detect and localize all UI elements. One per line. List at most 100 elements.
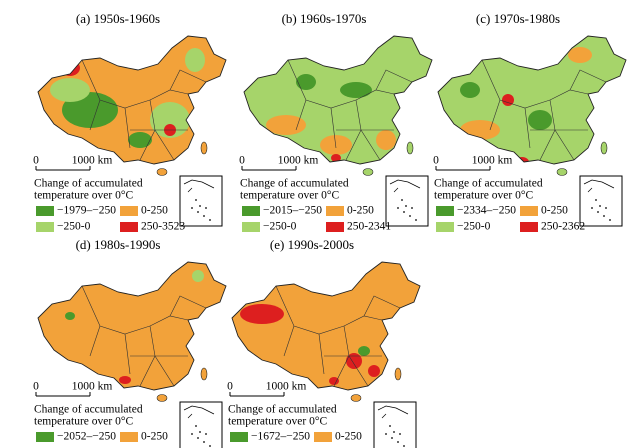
legend-label: −1979–−250 [57,205,116,217]
zone [346,353,362,369]
hainan [156,168,168,176]
inset-box [179,175,223,227]
inset-box [385,175,429,227]
inset-island [591,207,593,209]
inset-island [205,207,207,209]
map [37,35,227,176]
taiwan [600,141,608,155]
province-border [287,59,357,109]
panel-title: (a) 1950s-1960s [76,11,160,26]
inset-island [191,207,193,209]
zone [65,312,75,320]
legend-title: Change of accumulated [34,178,143,190]
legend-label: −250-0 [57,447,91,448]
hainan [556,168,568,176]
zone [568,47,592,63]
legend-swatch [36,432,54,442]
inset-coast [183,179,215,193]
country-border [437,35,627,165]
legend-label: −250-0 [457,221,491,233]
province-border [139,355,156,387]
inset-island [605,207,607,209]
zone [296,74,316,90]
province-border [89,325,101,357]
scale-end: 1000 km [72,155,113,167]
legend-swatch [230,432,248,442]
zone [185,48,205,72]
inset-island [203,441,205,443]
legend-swatch [242,206,260,216]
zone [320,135,352,155]
province-border [318,333,325,375]
inset-island [401,199,403,201]
zone [128,132,152,148]
province-border [81,59,151,109]
legend-swatch [520,222,538,232]
legend-swatch [436,206,454,216]
inset-island [603,215,605,217]
country-fill [232,262,420,390]
map [231,261,421,402]
legend-swatch [120,222,138,232]
panel: (e) 1990s-2000s 0 1000 km Change of accumul… [227,237,421,448]
legend-label: 250-3523 [141,221,185,233]
inset-island [599,205,601,207]
province-border [333,355,350,387]
inset-island [409,215,411,217]
legend-title: temperature over 0°C [228,416,327,428]
legend-label: 250-2341 [347,221,391,233]
taiwan [394,367,402,381]
scale-start: 0 [239,155,245,167]
inset-island [191,433,193,435]
zone [240,304,284,324]
inset-box [579,175,623,227]
inset-island [397,207,399,209]
legend-label: 0-250 [335,431,362,443]
legend-label: 250-1501 [335,447,379,448]
panel-title: (b) 1960s-1970s [282,11,367,26]
legend-swatch [36,222,54,232]
province-border [524,107,531,149]
legend-swatch [314,432,332,442]
province-border [345,129,362,161]
country-border [37,261,227,391]
scale-end: 1000 km [472,155,513,167]
zone [528,110,552,130]
panel-title: (d) 1980s-1990s [76,237,161,252]
inset-island [403,211,405,213]
inset-island [403,445,405,447]
legend-swatch [242,222,260,232]
province-border [363,295,401,317]
legend-label: −250-0 [251,447,285,448]
inset-island [209,219,211,221]
country-border [37,35,227,165]
scale-start: 0 [227,381,233,393]
inset-island [205,433,207,435]
inset-island [197,211,199,213]
legend-title: temperature over 0°C [240,190,339,202]
inset-coast [389,179,421,193]
inset-island [389,425,391,427]
inset-box [373,401,417,448]
taiwan [406,141,414,155]
panel: (b) 1960s-1970s 0 1000 km Change of accumul… [239,11,433,233]
country-border [243,35,433,165]
province-border [539,129,556,161]
legend-label: 0-250 [141,431,168,443]
scale-start: 0 [33,381,39,393]
inset-island [415,219,417,221]
province-border [139,129,156,161]
zone [329,377,339,385]
legend-title: temperature over 0°C [434,190,533,202]
legend-title: Change of accumulated [240,178,349,190]
zone [358,346,370,356]
scale-start: 0 [433,155,439,167]
zone [192,270,204,282]
panel: (a) 1950s-1960s 0 1000 km Change of accumul… [33,11,227,233]
legend-label: −2334–−250 [457,205,516,217]
hainan [156,394,168,402]
legend-label: −2052–−250 [57,431,116,443]
inset-box [179,401,223,448]
inset-island [197,437,199,439]
